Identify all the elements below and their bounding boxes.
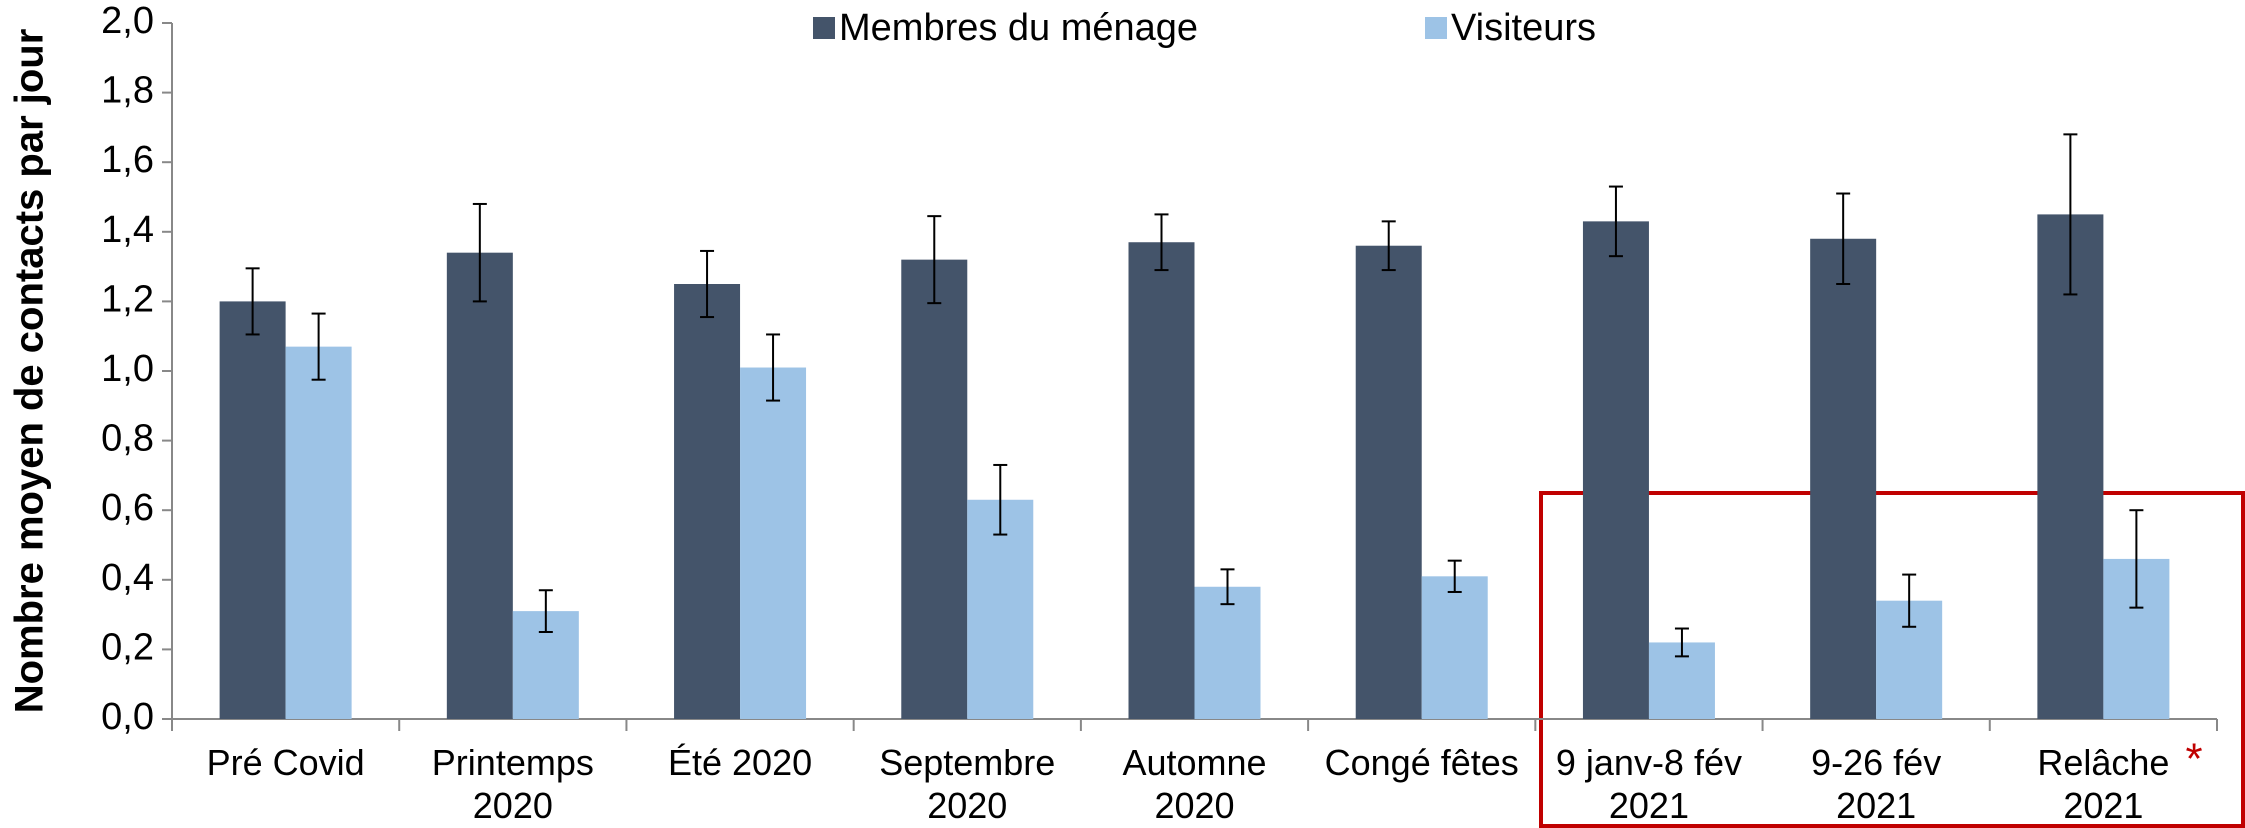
x-tick-label: Été 2020	[667, 742, 813, 783]
error-bar	[766, 333, 781, 402]
error-bar	[993, 463, 1008, 536]
x-tick-label: Septembre 2020	[879, 742, 1056, 826]
y-tick-label: 0,8	[101, 418, 154, 460]
y-tick-label: 2,0	[101, 0, 154, 42]
x-tick-label: 9 janv-8 fév 2021	[1555, 742, 1742, 826]
error-bar	[700, 249, 715, 319]
annotation: *	[2185, 735, 2202, 784]
error-bar	[2129, 509, 2144, 609]
bar	[1128, 242, 1195, 720]
bar	[1194, 586, 1261, 719]
bar	[285, 346, 352, 719]
error-bar	[311, 312, 326, 381]
y-tick-label: 1,2	[101, 278, 154, 320]
bar	[219, 301, 286, 719]
bar	[1421, 576, 1488, 719]
x-tick-label: Automne 2020	[1122, 742, 1267, 826]
y-tick-label: 1,6	[101, 139, 154, 181]
x-tick-label: Relâche 2021	[2037, 742, 2170, 826]
bar	[446, 252, 513, 719]
y-tick-label: 1,4	[101, 209, 154, 251]
legend-swatch	[1425, 17, 1447, 39]
y-tick-label: 0,0	[101, 696, 154, 738]
x-tick-label: 9-26 fév 2021	[1811, 742, 1942, 826]
error-bar	[538, 589, 553, 633]
bar	[2037, 214, 2104, 719]
error-bar	[1674, 627, 1689, 658]
y-tick-label: 0,2	[101, 626, 154, 668]
x-tick-label: Congé fêtes	[1324, 742, 1519, 783]
error-bar	[472, 202, 487, 303]
error-bar	[245, 267, 260, 336]
x-tick-label: Printemps 2020	[431, 742, 594, 826]
error-bar	[1902, 573, 1917, 628]
x-tick-label: Pré Covid	[206, 742, 365, 783]
error-bar	[1447, 559, 1462, 593]
bar	[967, 499, 1034, 719]
bar	[901, 259, 968, 719]
error-bar	[1836, 192, 1851, 285]
y-axis-title: Nombre moyen de contacts par jour	[8, 29, 52, 714]
highlight-box	[1539, 491, 2245, 828]
bar	[674, 284, 741, 719]
y-tick-label: 0,6	[101, 487, 154, 529]
y-tick-label: 0,4	[101, 557, 154, 599]
legend-swatch	[813, 17, 835, 39]
error-bar	[1381, 220, 1396, 272]
bar	[740, 367, 807, 719]
error-bar	[1608, 185, 1623, 258]
error-bar	[1154, 213, 1169, 272]
legend-label: Visiteurs	[1451, 7, 1596, 49]
y-tick-label: 1,8	[101, 70, 154, 112]
legend-label: Membres du ménage	[839, 7, 1198, 49]
error-bar	[1220, 568, 1235, 606]
error-bar	[2063, 133, 2078, 296]
bar	[1582, 221, 1649, 720]
y-tick-label: 1,0	[101, 348, 154, 390]
error-bar	[927, 215, 942, 305]
bar	[1355, 245, 1422, 719]
bar	[1810, 238, 1877, 719]
